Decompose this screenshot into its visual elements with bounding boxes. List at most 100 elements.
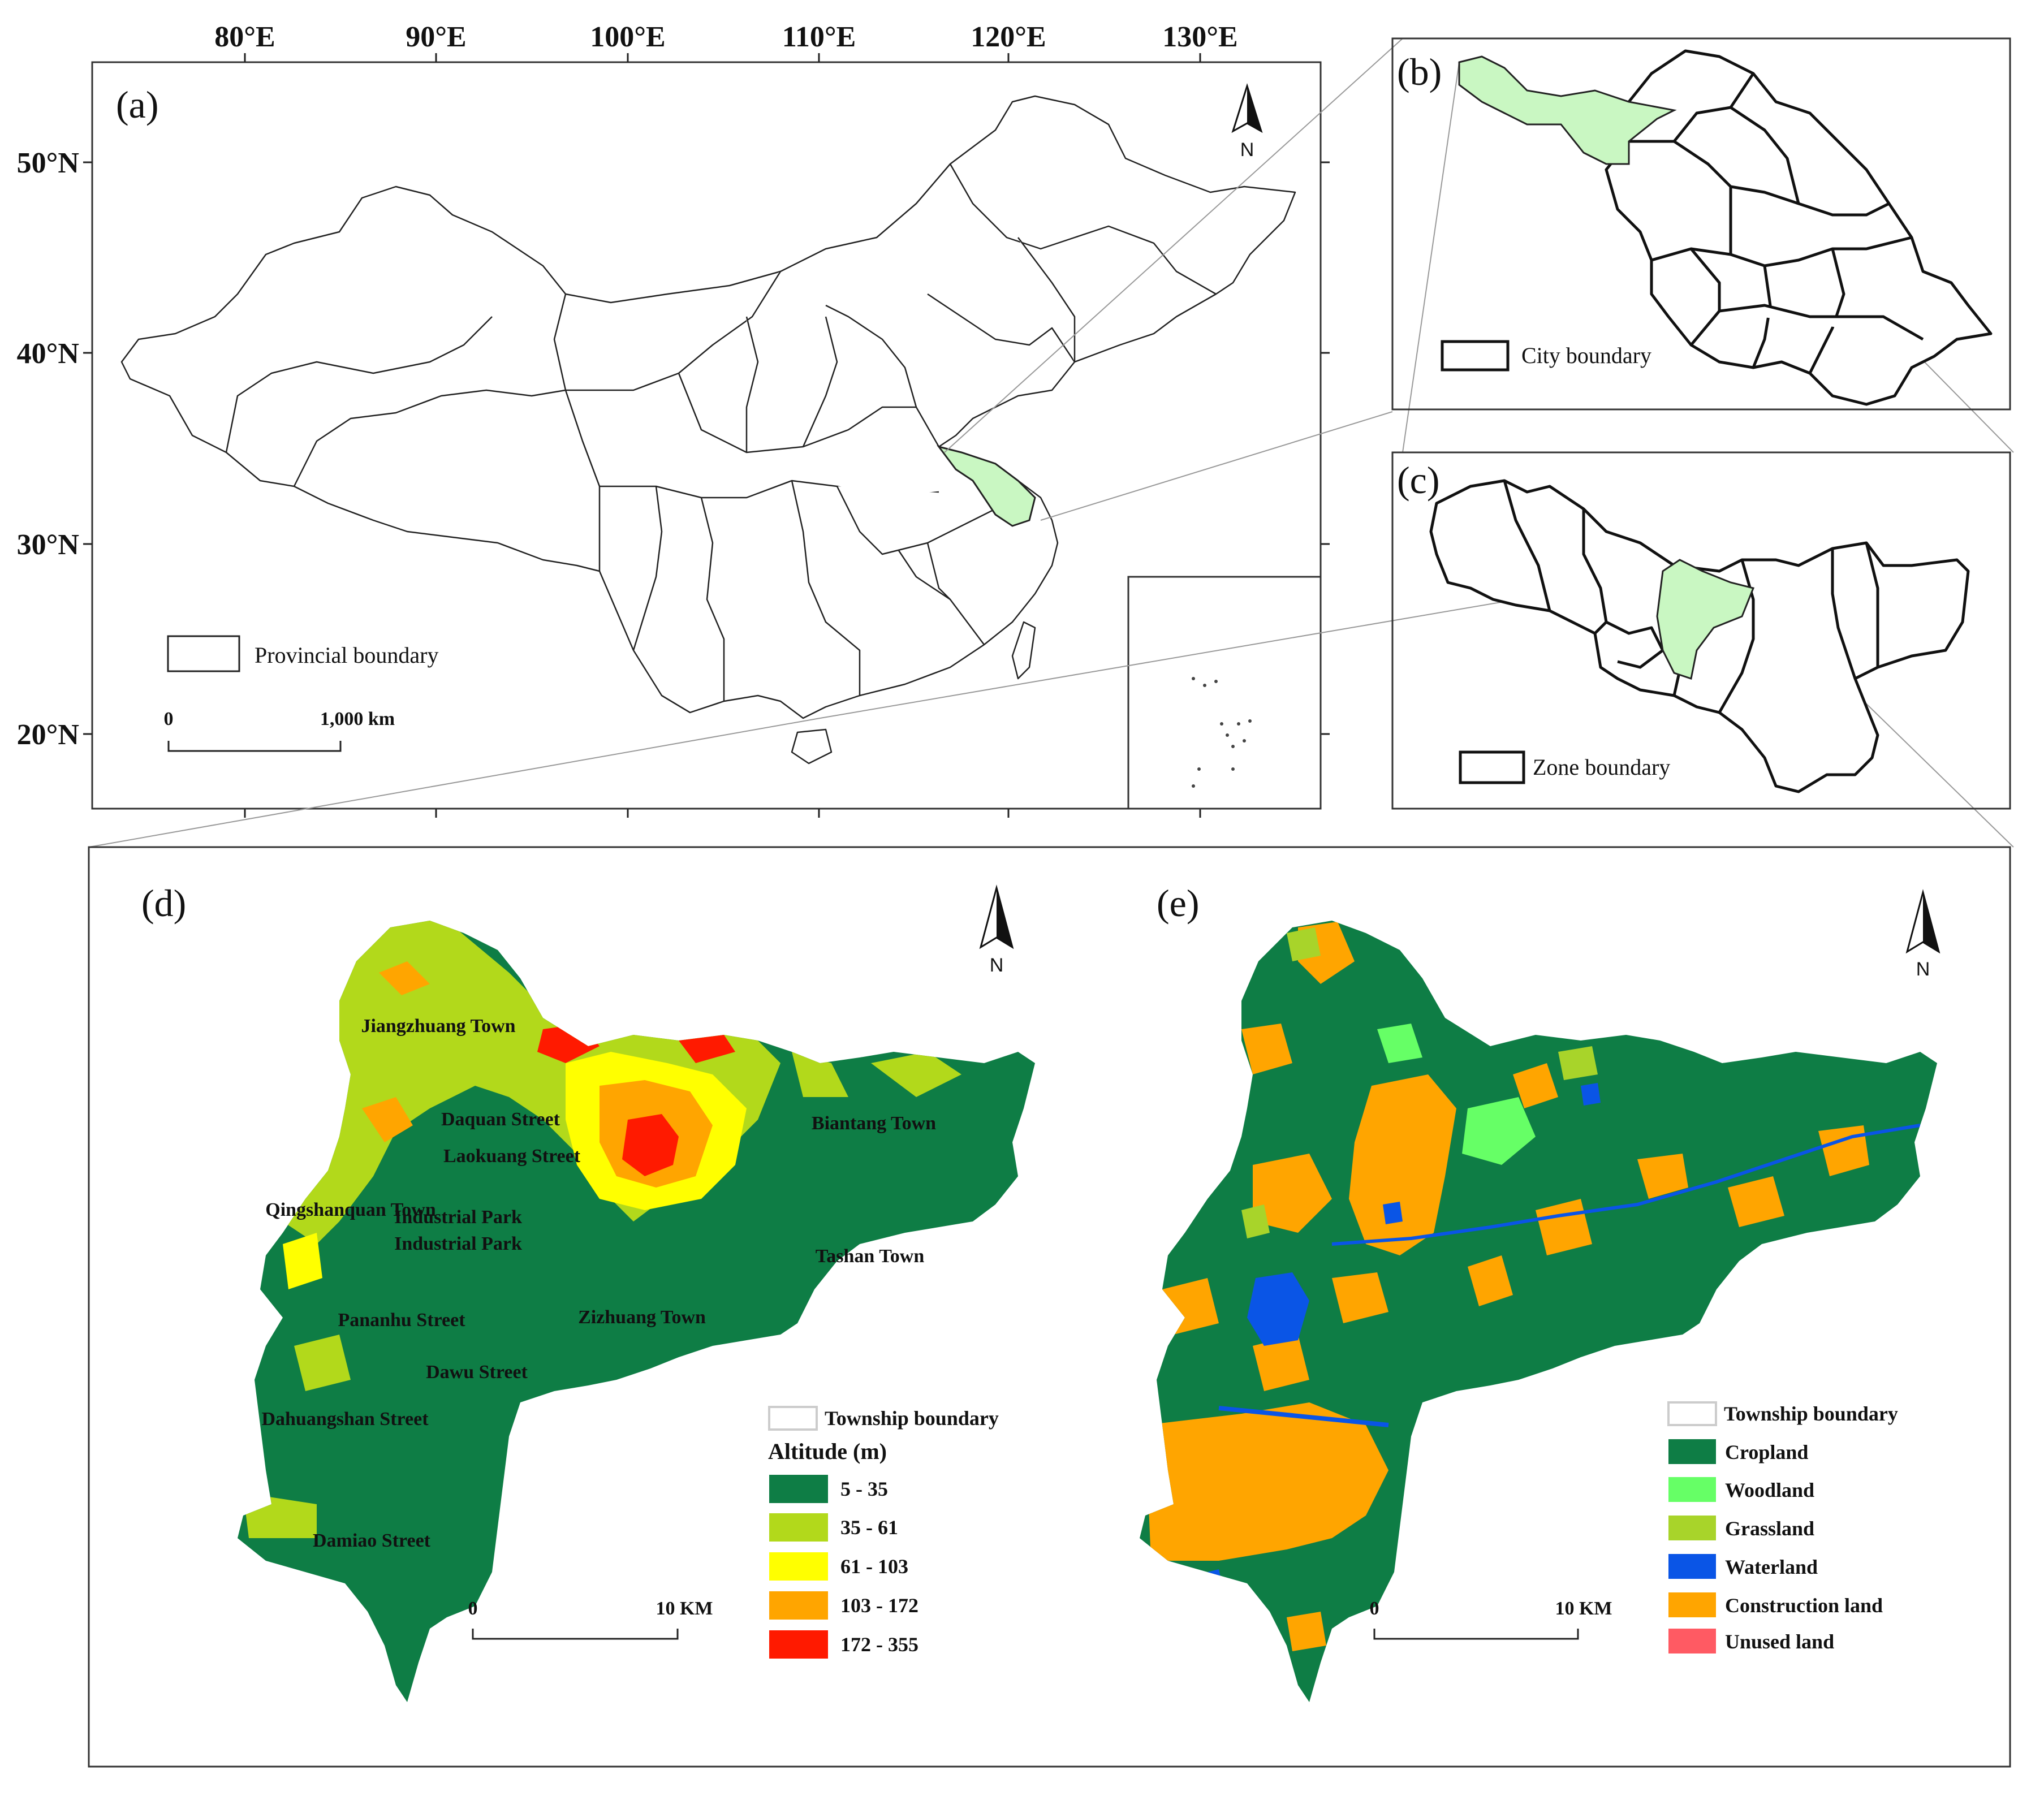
town-label: Damiao Street (313, 1530, 431, 1551)
township-boundary-swatch (768, 1406, 818, 1431)
inset-islands (1192, 677, 1252, 788)
panel-c-label: (c) (1397, 459, 1439, 502)
township-boundary-legend: Township boundary (825, 1407, 999, 1430)
north-arrow-a: N (1231, 83, 1263, 161)
south-china-sea-inset (1127, 576, 1322, 810)
lon-tick-label: 110°E (782, 21, 856, 53)
study-zone-highlight (1656, 559, 1755, 680)
legend-swatch-172-355 (769, 1630, 828, 1659)
land-use-map (1140, 921, 1937, 1702)
panel-e-label: (e) (1157, 882, 1199, 925)
legend-swatch-construction-land (1668, 1592, 1716, 1617)
lon-tick-label: 120°E (971, 21, 1046, 53)
town-label: Tashan Town (816, 1246, 925, 1267)
altitude-legend-title: Altitude (m) (768, 1439, 887, 1464)
scale-zero: 0 (164, 709, 174, 729)
panel-a-label: (a) (116, 83, 158, 126)
panel-b: (b) City boundary (1391, 37, 2011, 411)
north-label: N (990, 955, 1004, 976)
town-label: Jiangzhuang Town (361, 1016, 515, 1037)
hainan (791, 728, 833, 765)
legend-label: Waterland (1725, 1556, 1818, 1578)
lon-tick-label: 80°E (214, 21, 275, 53)
city-boundary-swatch (1441, 340, 1510, 372)
town-label: Dahuangshan Street (261, 1409, 429, 1430)
legend-swatch-woodland (1668, 1477, 1716, 1502)
legend-label: Cropland (1725, 1441, 1808, 1463)
town-labels: Jiangzhuang Town Daquan Street Laokuang … (261, 1016, 936, 1551)
panel-a: (a) 80°E 90°E 100°E 110°E 120°E 130°E 50… (17, 21, 1330, 818)
scale-bar-e: 0 10 KM (1370, 1598, 1612, 1640)
north-arrow-d: N (979, 884, 1014, 976)
xuzhou-highlight (1458, 55, 1677, 165)
panel-c-frame (1391, 451, 2011, 810)
legend-swatch-5-35 (769, 1475, 828, 1503)
lat-tick-label: 50°N (17, 147, 79, 179)
legend-label: Grassland (1725, 1517, 1814, 1540)
town-label: Biantang Town (812, 1113, 936, 1134)
legend-swatch-cropland (1668, 1439, 1716, 1464)
scale-zero: 0 (468, 1598, 478, 1619)
town-label: Laokuang Street (443, 1146, 581, 1167)
town-label: Zizhuang Town (578, 1307, 706, 1328)
town-label: Pananhu Street (338, 1310, 465, 1331)
legend-label: Unused land (1725, 1630, 1834, 1653)
legend-swatch-61-103 (769, 1552, 828, 1581)
provincial-boundary-legend: Provincial boundary (255, 642, 439, 668)
lon-tick-label: 90°E (406, 21, 466, 53)
north-label: N (1240, 139, 1254, 161)
panel-d-label: (d) (141, 882, 186, 925)
china-map (120, 95, 1322, 810)
jiangsu-highlight (937, 445, 1036, 527)
north-arrow-e: N (1905, 889, 1940, 980)
legend-swatch-103-172 (769, 1591, 828, 1620)
legend-label: Woodland (1725, 1479, 1814, 1501)
panel-a-frame (91, 61, 1322, 810)
panel-e: (e) (1140, 882, 1940, 1702)
lat-tick-label: 30°N (17, 529, 79, 561)
scale-end: 10 KM (1555, 1598, 1612, 1619)
lat-tick-label: 40°N (17, 338, 79, 370)
town-label: Qingshanquan Town (265, 1199, 436, 1220)
town-label: Industrial Park (394, 1233, 522, 1254)
provincial-boundary-swatch (167, 635, 240, 672)
zone-boundary-swatch (1459, 750, 1525, 784)
lon-tick-label: 100°E (590, 21, 665, 53)
panel-b-frame (1391, 37, 2011, 411)
legend-label: 172 - 355 (840, 1633, 918, 1656)
scale-zero: 0 (1370, 1598, 1379, 1619)
scale-bar-d: 0 10 KM (468, 1598, 713, 1640)
lat-tick-label: 20°N (17, 719, 79, 751)
panel-de-frame (88, 846, 2011, 1768)
legend-swatch-waterland (1668, 1554, 1716, 1579)
legend-label: 35 - 61 (840, 1516, 898, 1539)
legend-label: 5 - 35 (840, 1478, 888, 1500)
altitude-legend: Township boundary Altitude (m) 5 - 35 35… (768, 1406, 999, 1659)
panel-d: (d) Jiangzhuang Tow (141, 882, 1035, 1702)
scale-end: 1,000 km (320, 709, 395, 729)
city-boundary-legend: City boundary (1521, 343, 1651, 368)
legend-label: Construction land (1725, 1594, 1883, 1617)
township-boundary-swatch (1667, 1401, 1717, 1426)
land-use-legend: Township boundary Cropland Woodland Gras… (1667, 1401, 1898, 1653)
lon-tick-label: 130°E (1162, 21, 1237, 53)
legend-swatch-unused-land (1668, 1629, 1716, 1653)
legend-label: 61 - 103 (840, 1555, 908, 1578)
legend-swatch-grassland (1668, 1516, 1716, 1540)
town-label: Daquan Street (441, 1109, 560, 1130)
panel-b-label: (b) (1397, 50, 1442, 93)
township-boundary-legend: Township boundary (1724, 1402, 1898, 1425)
xuzhou-zones-map (1429, 479, 1970, 793)
panel-c: (c) Zone boundary (1391, 451, 2011, 810)
north-label: N (1916, 959, 1930, 980)
legend-label: 103 - 172 (840, 1594, 918, 1617)
taiwan (1011, 621, 1036, 680)
scale-bar-a: 0 1,000 km (164, 709, 395, 752)
zone-boundary-legend: Zone boundary (1533, 754, 1670, 780)
scale-end: 10 KM (656, 1598, 713, 1619)
longitude-axis: 80°E 90°E 100°E 110°E 120°E 130°E (214, 21, 1238, 818)
town-label: Dawu Street (426, 1362, 528, 1383)
legend-swatch-35-61 (769, 1513, 828, 1542)
latitude-axis: 50°N 40°N 30°N 20°N (17, 147, 1330, 751)
